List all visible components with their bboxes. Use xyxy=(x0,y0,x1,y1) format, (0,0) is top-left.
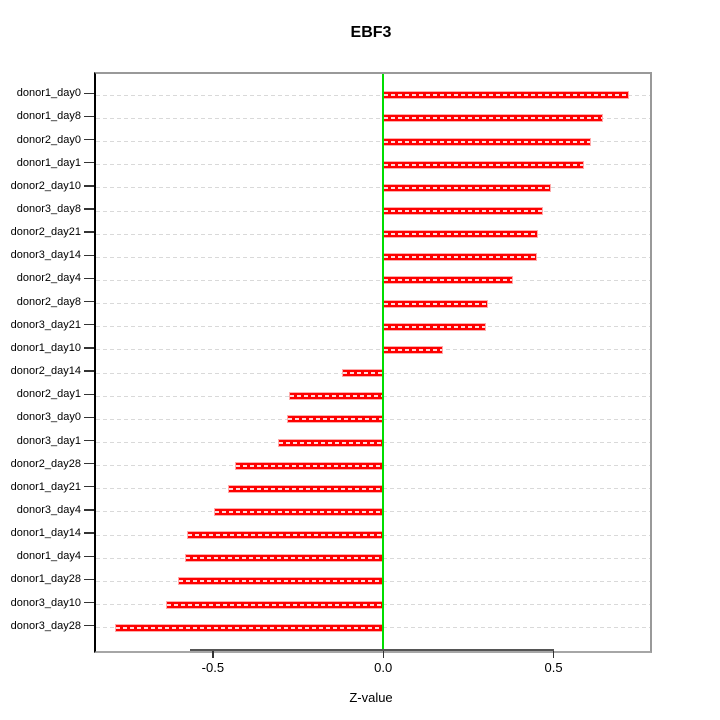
y-axis-tick xyxy=(84,324,94,326)
grid-line xyxy=(96,279,650,281)
y-axis-tick xyxy=(84,185,94,187)
y-axis-tick xyxy=(84,92,94,94)
y-axis-label: donor3_day0 xyxy=(16,411,81,424)
grid-line xyxy=(96,187,650,189)
y-axis-tick xyxy=(84,486,94,488)
y-axis-label: donor1_day1 xyxy=(16,156,81,169)
bar xyxy=(383,183,552,192)
y-axis-label: donor1_day0 xyxy=(16,87,81,100)
y-axis-tick xyxy=(84,370,94,372)
y-axis-tick xyxy=(84,254,94,257)
y-axis-tick xyxy=(84,601,94,604)
bar xyxy=(383,91,629,100)
y-axis-label: donor3_day10 xyxy=(10,596,81,609)
bar xyxy=(383,137,592,146)
y-axis-tick xyxy=(84,578,94,581)
bar xyxy=(383,160,584,169)
chart-title: EBF3 xyxy=(350,24,392,41)
x-axis-tick-label: -0.5 xyxy=(201,660,225,675)
y-axis-label: donor1_day10 xyxy=(10,341,81,354)
y-axis-tick xyxy=(84,555,94,557)
y-axis-tick xyxy=(84,347,94,349)
y-axis-label: donor3_day14 xyxy=(10,249,81,262)
bar xyxy=(383,114,603,123)
y-axis-label: donor1_day14 xyxy=(10,527,81,540)
y-axis-label: donor2_day8 xyxy=(16,295,81,308)
bar xyxy=(289,392,384,401)
y-axis-label: donor3_day8 xyxy=(16,203,81,216)
bar xyxy=(184,554,384,563)
zero-reference-line xyxy=(382,74,385,651)
x-axis-line xyxy=(190,649,554,651)
y-axis-tick xyxy=(84,231,94,233)
grid-line xyxy=(96,303,650,305)
y-axis-tick xyxy=(84,416,94,419)
grid-line xyxy=(96,117,650,119)
y-axis-tick xyxy=(84,162,94,164)
y-axis-tick xyxy=(84,277,94,280)
grid-line xyxy=(96,94,650,96)
bar xyxy=(383,345,443,354)
y-axis-tick xyxy=(84,439,94,442)
x-axis-title: Z-value xyxy=(349,690,393,705)
grid-line xyxy=(96,141,650,143)
grid-line xyxy=(96,210,650,212)
y-axis-label: donor3_day28 xyxy=(10,619,81,632)
grid-line xyxy=(96,233,650,235)
bar xyxy=(383,207,544,216)
y-axis: donor1_day0 donor1_day8 donor2_day0 donor1_… xyxy=(0,72,94,649)
grid-line xyxy=(96,256,650,258)
grid-line xyxy=(96,326,650,328)
y-axis-label: donor1_day21 xyxy=(10,480,81,493)
y-axis-tick xyxy=(84,208,94,210)
y-axis-label: donor2_day14 xyxy=(10,365,81,378)
y-axis-label: donor3_day21 xyxy=(10,318,81,331)
y-axis-label: donor3_day1 xyxy=(16,434,81,447)
y-axis-label: donor1_day8 xyxy=(16,110,81,123)
y-axis-label: donor2_day21 xyxy=(10,226,81,239)
y-axis-label: donor2_day0 xyxy=(16,133,81,146)
x-axis-tick xyxy=(552,651,555,658)
y-axis-label: donor3_day4 xyxy=(16,503,81,516)
bar xyxy=(383,322,486,331)
bar xyxy=(186,531,384,540)
bar xyxy=(177,577,384,586)
bar xyxy=(214,507,384,516)
bar xyxy=(383,276,513,285)
y-axis-tick xyxy=(84,115,94,118)
bar xyxy=(342,369,384,378)
y-axis-label: donor1_day4 xyxy=(16,550,81,563)
y-axis-tick xyxy=(84,624,94,627)
y-axis-tick xyxy=(84,300,94,303)
y-axis-tick xyxy=(84,532,94,534)
x-axis-tick xyxy=(212,651,214,658)
bar xyxy=(277,438,384,447)
bar xyxy=(383,230,538,239)
x-axis-tick xyxy=(382,651,384,658)
y-axis-tick xyxy=(84,393,94,395)
bar xyxy=(166,600,384,609)
y-axis-label: donor2_day4 xyxy=(16,272,81,285)
bar xyxy=(383,253,537,262)
bar xyxy=(383,299,489,308)
bar xyxy=(114,623,384,632)
y-axis-tick xyxy=(84,509,94,511)
bar xyxy=(227,484,384,493)
y-axis-label: donor2_day10 xyxy=(10,179,81,192)
bar xyxy=(235,461,384,470)
y-axis-label: donor1_day28 xyxy=(10,573,81,586)
y-axis-label: donor2_day28 xyxy=(10,457,81,470)
x-axis-tick-label: 0.0 xyxy=(374,660,393,675)
y-axis-tick xyxy=(84,138,94,141)
grid-line xyxy=(96,349,650,351)
bar xyxy=(287,415,384,424)
x-axis-tick-label: 0.5 xyxy=(544,660,563,675)
y-axis-tick xyxy=(84,462,94,465)
grid-line xyxy=(96,164,650,166)
y-axis-label: donor2_day1 xyxy=(16,388,81,401)
plot-area xyxy=(94,72,652,653)
